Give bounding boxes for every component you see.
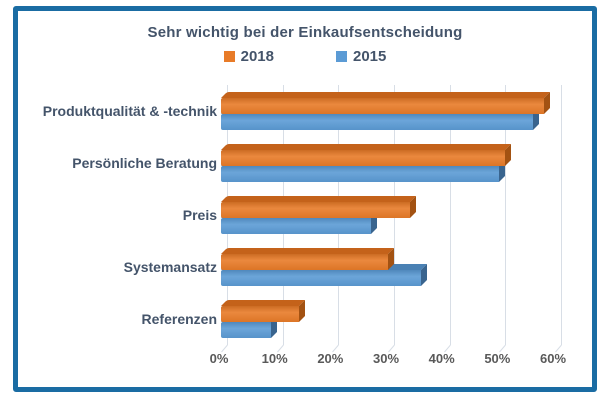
bar-row bbox=[221, 241, 592, 293]
bar-front-face bbox=[221, 166, 500, 182]
bar-front-face bbox=[221, 306, 299, 322]
category-axis: Produktqualität & -technik Persönliche Be… bbox=[18, 85, 227, 345]
bar-end-face bbox=[543, 92, 550, 114]
bar-row bbox=[221, 137, 592, 189]
x-tick-label: 10% bbox=[261, 351, 288, 366]
bar-front-face bbox=[221, 98, 544, 114]
x-tick-label: 0% bbox=[209, 351, 229, 366]
bar-2015 bbox=[221, 316, 278, 338]
bar-2018 bbox=[221, 248, 394, 270]
category-label: Preis bbox=[182, 207, 217, 223]
x-tick-label: 20% bbox=[317, 351, 344, 366]
bar-front-face bbox=[221, 202, 411, 218]
chart-body: Produktqualität & -technik Persönliche Be… bbox=[18, 85, 592, 353]
bar-2018 bbox=[221, 300, 305, 322]
bar-front-face bbox=[221, 150, 505, 166]
bar-end-face bbox=[298, 300, 305, 322]
bar-row bbox=[221, 85, 592, 137]
x-tick-label: 50% bbox=[484, 351, 511, 366]
chart-frame: Sehr wichtig bei der Einkaufsentscheidun… bbox=[13, 6, 597, 392]
category-label: Produktqualität & -technik bbox=[42, 103, 217, 119]
legend-swatch-2015 bbox=[336, 50, 347, 62]
bar-front-face bbox=[221, 218, 372, 234]
bar-end-face bbox=[421, 264, 428, 286]
bar-end-face bbox=[504, 144, 511, 166]
bar-front-face bbox=[221, 254, 388, 270]
bar-end-face bbox=[410, 196, 417, 218]
bar-2015 bbox=[221, 108, 539, 130]
chart-title: Sehr wichtig bei der Einkaufsentscheidun… bbox=[147, 24, 463, 41]
x-tick-label: 30% bbox=[372, 351, 400, 366]
x-tick-label: 60% bbox=[539, 351, 567, 366]
bar-front-face bbox=[221, 322, 272, 338]
x-tick-label: 40% bbox=[428, 351, 455, 366]
legend-item-2015: 2015 bbox=[336, 48, 386, 65]
bar-front-face bbox=[221, 114, 533, 130]
legend-label-2015: 2015 bbox=[353, 47, 387, 65]
bar-2015 bbox=[221, 160, 506, 182]
bar-2018 bbox=[221, 144, 511, 166]
plot-area bbox=[221, 85, 592, 353]
legend-swatch-2018 bbox=[223, 50, 235, 62]
bar-front-face bbox=[221, 270, 422, 286]
legend-item-2018: 2018 bbox=[223, 47, 274, 65]
category-label: Referenzen bbox=[141, 311, 217, 327]
category-label: Persönliche Beratung bbox=[72, 155, 217, 171]
bar-row bbox=[221, 189, 592, 241]
x-axis: 0% 10% 20% 30% 40% 50% 60% bbox=[210, 349, 592, 371]
bar-2018 bbox=[221, 196, 417, 218]
bar-2015 bbox=[221, 212, 378, 234]
bar-2015 bbox=[221, 264, 428, 286]
bar-2018 bbox=[221, 92, 550, 114]
bar-row bbox=[221, 293, 592, 345]
category-label: Systemansatz bbox=[123, 259, 217, 275]
legend: 2018 2015 bbox=[18, 47, 592, 65]
legend-label-2018: 2018 bbox=[240, 47, 274, 65]
